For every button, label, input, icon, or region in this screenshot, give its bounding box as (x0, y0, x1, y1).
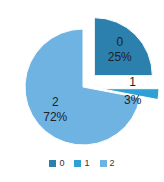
svg-text:272%: 272% (43, 95, 67, 124)
html-text:2: 2 (109, 158, 115, 168)
svg-text:025%: 025% (108, 35, 132, 64)
svg-text:13%: 13% (124, 75, 142, 107)
html-text:1: 1 (84, 158, 90, 168)
html-text:0: 0 (59, 158, 65, 168)
